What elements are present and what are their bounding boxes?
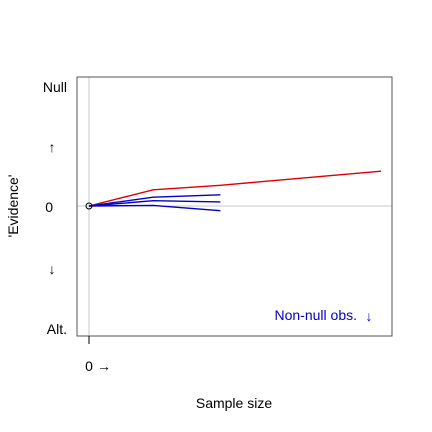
- annotation-non-null-obs: Non-null obs.: [275, 307, 358, 323]
- origin-point: [85, 202, 93, 210]
- annotation-arrow: ↓: [366, 308, 373, 324]
- y-axis-title: 'Evidence': [5, 175, 21, 238]
- plot-frame: [76, 76, 393, 337]
- y-label-zero: 0: [45, 199, 53, 215]
- y-arrow-up: ↑: [49, 139, 56, 155]
- x-axis-title: Sample size: [196, 395, 272, 411]
- y-label-alt: Alt.: [47, 321, 67, 337]
- series-layer: [88, 170, 382, 212]
- alt-series-line-3: [88, 204, 221, 212]
- x-arrow: →: [97, 358, 111, 374]
- alt-series-line-1: [88, 194, 221, 207]
- y-arrow-down: ↓: [49, 261, 56, 277]
- null-series-line-0: [88, 170, 382, 207]
- alt-series-line-2: [88, 199, 221, 207]
- x-tick-label: 0: [85, 358, 93, 374]
- y-label-null: Null: [43, 79, 67, 95]
